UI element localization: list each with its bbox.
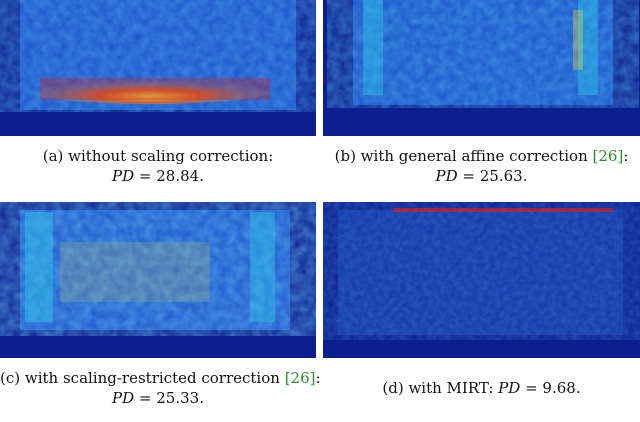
caption-a: (a) without scaling correction: PD = 28.… <box>0 146 316 186</box>
heatmap-image-b <box>323 0 640 136</box>
caption-c-pd-value: 25.33 <box>156 389 200 407</box>
caption-d-period: . <box>575 379 581 397</box>
caption-a-pd-value: 28.84 <box>156 167 200 185</box>
caption-d-pd-value: 9.68 <box>542 379 576 397</box>
caption-a-pd-label: PD <box>112 167 135 185</box>
caption-b: (b) with general affine correction [26]:… <box>323 146 640 186</box>
caption-d-pd-label: PD <box>498 379 521 397</box>
caption-d-label: (d) with MIRT: <box>382 379 499 397</box>
caption-c-citation[interactable]: [26] <box>284 369 316 387</box>
caption-c-pd-equals: = <box>134 389 157 407</box>
caption-a-label: (a) without scaling correction: <box>42 147 274 165</box>
caption-a-period: . <box>199 167 204 185</box>
caption-c-colon: : <box>315 369 321 387</box>
heatmap-image-c <box>0 202 316 358</box>
caption-b-pd-equals: = <box>457 167 480 185</box>
caption-d: (d) with MIRT: PD = 9.68. <box>323 378 640 398</box>
caption-c: (c) with scaling-restricted correction [… <box>0 368 321 408</box>
caption-b-pd-label: PD <box>435 167 458 185</box>
caption-b-pd-value: 25.63 <box>479 167 523 185</box>
caption-b-citation[interactable]: [26] <box>592 147 624 165</box>
caption-b-colon: : <box>623 147 629 165</box>
caption-c-label: (c) with scaling-restricted correction <box>0 369 285 387</box>
caption-b-period: . <box>522 167 528 185</box>
caption-a-pd-equals: = <box>134 167 157 185</box>
caption-c-period: . <box>199 389 204 407</box>
heatmap-image-a <box>0 0 316 136</box>
caption-b-label: (b) with general affine correction <box>334 147 593 165</box>
heatmap-image-d <box>323 202 640 358</box>
caption-d-pd-equals: = <box>520 379 543 397</box>
caption-c-pd-label: PD <box>112 389 135 407</box>
